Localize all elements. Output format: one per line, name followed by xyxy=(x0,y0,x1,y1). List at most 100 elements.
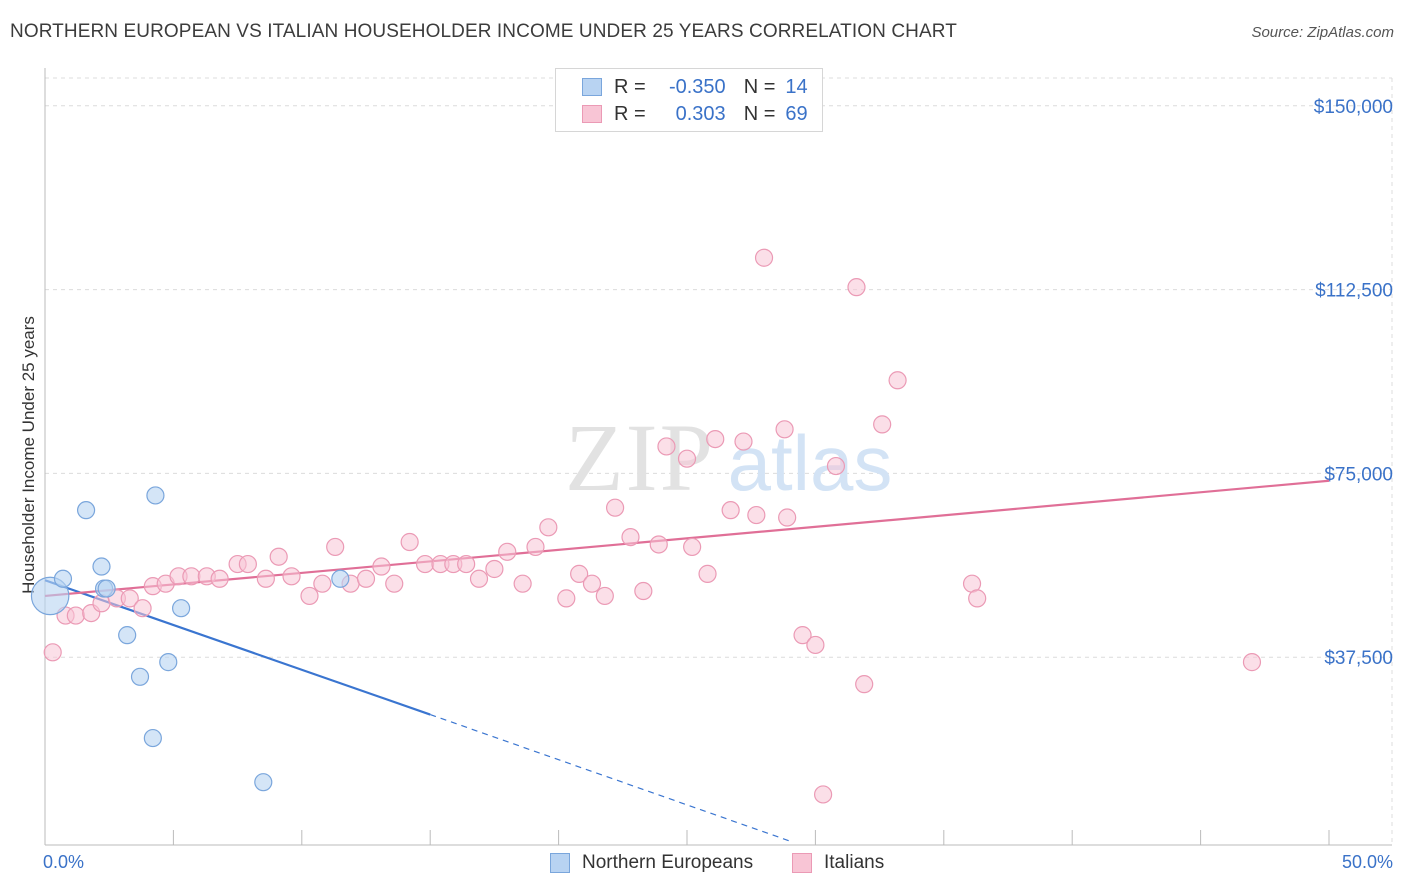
point-italians xyxy=(1242,653,1262,672)
point-italians xyxy=(698,564,717,583)
point-northern-europeans xyxy=(92,557,111,576)
point-italians xyxy=(557,589,576,608)
point-italians xyxy=(793,626,812,645)
point-italians xyxy=(485,559,504,579)
point-northern-europeans xyxy=(118,626,137,645)
point-italians xyxy=(888,371,907,390)
point-italians xyxy=(539,518,558,537)
point-northern-europeans xyxy=(172,599,191,618)
point-italians xyxy=(133,599,152,618)
point-northern-europeans xyxy=(143,728,162,748)
point-italians xyxy=(582,574,602,593)
point-italians xyxy=(256,569,275,588)
trend-line-northern-europeans-projection xyxy=(430,713,790,842)
point-italians xyxy=(313,574,332,593)
point-northern-europeans xyxy=(331,569,350,588)
point-italians xyxy=(657,437,676,456)
point-italians xyxy=(855,675,874,694)
point-italians xyxy=(372,557,391,576)
point-italians xyxy=(778,508,797,527)
series-legend-label: Northern Europeans xyxy=(582,852,754,873)
point-italians xyxy=(605,498,625,517)
point-italians xyxy=(210,569,229,588)
point-italians xyxy=(182,567,201,586)
y-tick-label: $150,000 xyxy=(1314,97,1393,118)
legend-n-value: 14 xyxy=(785,75,808,98)
point-italians xyxy=(570,564,589,583)
point-italians xyxy=(873,415,892,434)
legend-r-value: 0.303 xyxy=(675,102,726,125)
point-italians xyxy=(706,429,725,449)
point-italians xyxy=(469,569,489,588)
point-italians xyxy=(814,785,833,804)
point-italians xyxy=(595,586,614,606)
point-italians xyxy=(621,528,640,547)
legend-row-northern-europeans: R = -0.350 N = 14 xyxy=(582,74,808,100)
point-northern-europeans xyxy=(53,569,73,588)
series-legend-label: Italians xyxy=(824,852,885,873)
point-italians xyxy=(968,589,987,608)
point-italians xyxy=(400,532,419,552)
point-italians xyxy=(415,554,435,574)
point-italians xyxy=(683,537,702,557)
data-points xyxy=(30,248,1262,804)
point-italians xyxy=(754,248,774,267)
grid-lines xyxy=(45,77,1393,845)
watermark-atlas: atlas xyxy=(728,419,893,507)
point-italians xyxy=(677,449,697,468)
axes xyxy=(44,68,1392,846)
stats-legend: R = -0.350 N = 14 R = 0.303 N = 69 xyxy=(555,68,823,132)
legend-n-key: N = xyxy=(743,102,776,125)
series-swatch-blue xyxy=(550,853,570,873)
legend-n-value: 69 xyxy=(785,102,808,125)
series-legend-northern-europeans: Northern Europeans xyxy=(550,852,753,874)
series-legend: Northern Europeans Italians xyxy=(0,852,1406,878)
y-tick-label: $112,500 xyxy=(1315,281,1393,302)
point-italians xyxy=(721,501,740,520)
point-italians xyxy=(498,542,517,561)
y-tick-label: $37,500 xyxy=(1324,648,1393,669)
x-tick-label-min: 0.0% xyxy=(43,852,85,872)
point-italians xyxy=(269,547,288,566)
y-tick-label: $75,000 xyxy=(1324,464,1393,485)
legend-swatch-pink xyxy=(582,105,602,123)
point-italians xyxy=(326,537,345,557)
point-italians xyxy=(120,589,139,608)
point-northern-europeans xyxy=(159,653,178,672)
legend-r-key: R = xyxy=(614,75,646,98)
legend-r-value: -0.350 xyxy=(668,75,726,98)
point-italians xyxy=(806,635,825,655)
point-italians xyxy=(300,586,319,606)
point-italians xyxy=(649,535,668,554)
point-northern-europeans xyxy=(97,579,116,598)
point-italians xyxy=(238,554,257,574)
point-italians xyxy=(43,643,62,662)
legend-n-key: N = xyxy=(743,75,776,98)
point-italians xyxy=(847,278,866,297)
point-italians xyxy=(775,420,794,439)
point-italians xyxy=(513,574,532,593)
point-italians xyxy=(634,581,653,601)
point-italians xyxy=(747,505,766,525)
trend-lines xyxy=(44,479,1330,842)
legend-r-key: R = xyxy=(614,102,646,125)
y-tick-labels: $37,500 $75,000 $112,500 $150,000 xyxy=(1314,97,1393,669)
point-northern-europeans xyxy=(130,667,150,686)
point-italians xyxy=(356,569,376,588)
legend-row-italians: R = 0.303 N = 69 xyxy=(582,101,808,127)
point-italians xyxy=(385,574,404,593)
point-italians xyxy=(826,456,846,476)
series-legend-italians: Italians xyxy=(792,852,884,874)
point-italians xyxy=(734,432,753,451)
point-italians xyxy=(526,537,545,557)
chart-title: NORTHERN EUROPEAN VS ITALIAN HOUSEHOLDER… xyxy=(10,21,957,42)
point-northern-europeans xyxy=(146,486,165,505)
source-label: Source: ZipAtlas.com xyxy=(1251,24,1394,41)
watermark: ZIP atlas xyxy=(565,404,892,511)
point-northern-europeans xyxy=(254,773,273,792)
point-northern-europeans xyxy=(76,501,96,520)
x-tick-label-max: 50.0% xyxy=(1341,852,1393,872)
series-swatch-pink xyxy=(792,853,812,873)
point-italians xyxy=(282,567,301,586)
